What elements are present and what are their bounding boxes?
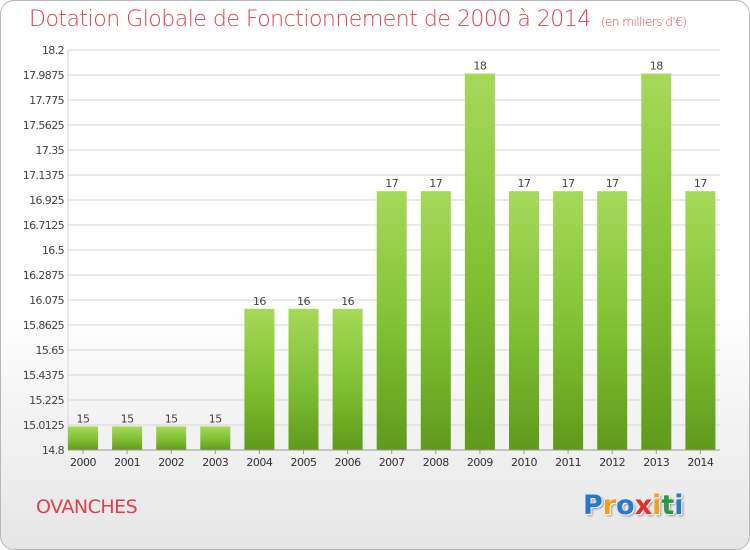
data-label: 17 [385,177,398,190]
bar-2010[interactable] [509,191,539,451]
y-tick-label: 15.8625 [23,319,65,332]
data-label: 16 [253,295,266,308]
x-tick-label: 2010 [511,456,537,469]
bar-2005[interactable] [288,308,319,450]
x-tick-label: 2007 [379,456,405,469]
x-tick-label: 2005 [291,456,317,469]
bar-2012[interactable] [597,191,628,451]
data-label: 16 [341,295,354,308]
bar-2013[interactable] [641,73,672,450]
y-tick-label: 17.775 [29,94,64,107]
x-tick-label: 2009 [467,456,493,469]
y-tick-label: 16.075 [29,294,64,307]
bars [68,73,716,451]
bar-2000[interactable] [68,426,98,450]
data-label: 18 [473,60,486,73]
x-tick-label: 2014 [687,456,713,469]
y-tick-label: 16.2875 [23,269,65,282]
data-label: 18 [650,60,663,73]
logo-letter: r [602,490,617,521]
logo-letter: x [634,490,653,521]
bar-2001[interactable] [112,426,143,450]
proxiti-logo[interactable]: Proxiti [583,490,684,521]
x-tick-label: 2000 [70,456,96,469]
y-tick-label: 18.2 [42,44,64,57]
y-axis: 14.8 15.0125 15.225 15.4375 15.65 15.8625 16.0… [23,44,65,457]
unit-text: (en milliers d'€) [600,15,687,29]
x-tick-label: 2006 [335,456,361,469]
logo-letter: P [583,490,603,521]
y-tick-label: 17.1375 [23,169,65,182]
bar-2004[interactable] [244,308,275,450]
logo-letter: i [652,490,662,521]
data-labels: 15 15 15 15 16 16 16 17 17 18 17 17 17 18 17 [77,60,708,426]
x-tick-label: 2011 [555,456,581,469]
data-label: 15 [209,412,222,425]
logo-letter: i [674,490,684,521]
x-tick-label: 2001 [114,456,140,469]
logo-letter: o [616,490,635,521]
data-label: 16 [297,295,310,308]
x-tick-label: 2013 [643,456,669,469]
bar-2006[interactable] [332,308,363,450]
commune-name: OVANCHES [36,496,138,518]
y-tick-label: 14.8 [42,444,65,457]
bar-2008[interactable] [420,191,451,451]
data-label: 15 [121,412,134,425]
x-tick-label: 2002 [158,456,184,469]
x-tick-label: 2003 [202,456,228,469]
y-tick-label: 15.225 [29,394,64,407]
data-label: 15 [77,412,90,425]
logo-letter: t [661,490,675,521]
bar-2014[interactable] [685,191,716,451]
data-label: 17 [694,177,707,190]
bar-2011[interactable] [553,191,584,451]
bar-2009[interactable] [464,73,495,450]
data-label: 17 [606,177,619,190]
chart-title: Dotation Globale de Fonctionnement de 20… [29,7,687,32]
y-tick-label: 17.9875 [23,69,65,82]
data-label: 17 [518,177,531,190]
bar-2007[interactable] [376,191,407,451]
bar-2003[interactable] [200,426,231,450]
data-label: 15 [165,412,178,425]
y-tick-label: 15.4375 [23,369,65,382]
y-tick-label: 17.35 [36,144,65,157]
y-tick-label: 15.0125 [23,419,65,432]
data-label: 17 [562,177,575,190]
y-tick-label: 15.65 [36,344,65,357]
x-axis: 2000 2001 2002 2003 2004 2005 2006 2007 2008 2009… [68,449,720,469]
y-tick-label: 16.7125 [23,219,65,232]
y-tick-label: 16.925 [29,194,64,207]
y-tick-label: 17.5625 [23,119,65,132]
x-tick-label: 2008 [423,456,449,469]
bar-2002[interactable] [156,426,187,450]
x-tick-label: 2004 [246,456,272,469]
data-label: 17 [429,177,442,190]
title-text: Dotation Globale de Fonctionnement de 20… [29,7,591,32]
x-tick-label: 2012 [599,456,625,469]
y-tick-label: 16.5 [42,244,65,257]
